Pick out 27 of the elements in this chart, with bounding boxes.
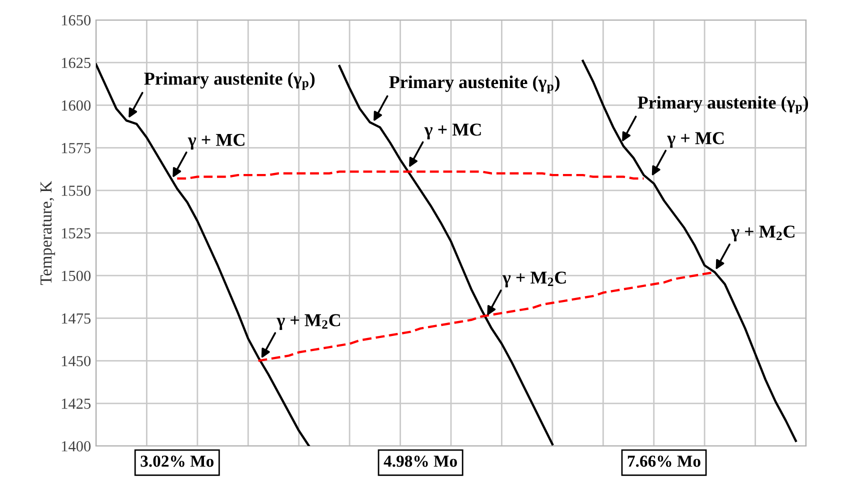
text: 7.66% Mo [628,456,700,467]
annotation: Primary austenite (γ$_{p}$) [144,72,315,90]
y-axis-title: Temperature, K [40,181,56,285]
y-tick-label: 1625 [62,58,91,68]
y-tick-label: 1450 [62,356,91,366]
text: 3.02% Mo [140,456,214,467]
line-series [582,60,797,442]
annotation: γ + M$_{2}$C [502,272,566,288]
annotation: γ + M$_{2}$C [730,226,794,242]
annotation: γ + MC [424,124,481,140]
y-tick-label: 1400 [62,441,91,452]
annotation: Primary austenite (γ$_{p}$) [389,76,560,94]
annotation: Primary austenite (γ$_{p}$) [638,96,808,114]
annotation: γ + MC [188,134,244,150]
y-tick-label: 1425 [62,398,91,409]
y-tick-label: 1525 [62,228,91,238]
y-tick-label: 1475 [62,313,91,324]
annotation: γ + M$_{2}$C [276,314,340,330]
y-tick-label: 1600 [62,100,91,111]
y-tick-label: 1550 [62,186,91,196]
line-series [176,170,645,180]
line-series [338,64,554,446]
text: 4.98% Mo [384,456,457,467]
y-tick-label: 1650 [62,15,91,26]
y-tick-label: 1575 [62,143,91,154]
y-tick-label: 1500 [62,270,91,282]
annotation: γ + MC [667,132,724,148]
